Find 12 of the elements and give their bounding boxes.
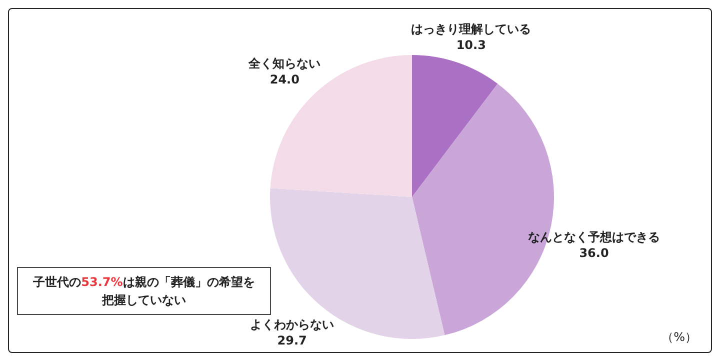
pie-slice (412, 55, 498, 197)
pie-slice (412, 84, 554, 336)
slice-label: なんとなく予想はできる (528, 230, 660, 244)
slice-label: 全く知らない (248, 56, 321, 70)
data-label: 36.0 (579, 246, 609, 260)
text: 子世代の53.7%は親の「葬儀」の希望を把握していない (33, 275, 255, 307)
data-label: 29.7 (277, 333, 307, 348)
data-label: 10.3 (456, 38, 486, 52)
text: （%） (662, 329, 697, 346)
slice-label: よくわからない (250, 317, 334, 332)
data-label: 24.0 (270, 72, 300, 86)
slice-label: はっきり理解している (411, 22, 532, 36)
